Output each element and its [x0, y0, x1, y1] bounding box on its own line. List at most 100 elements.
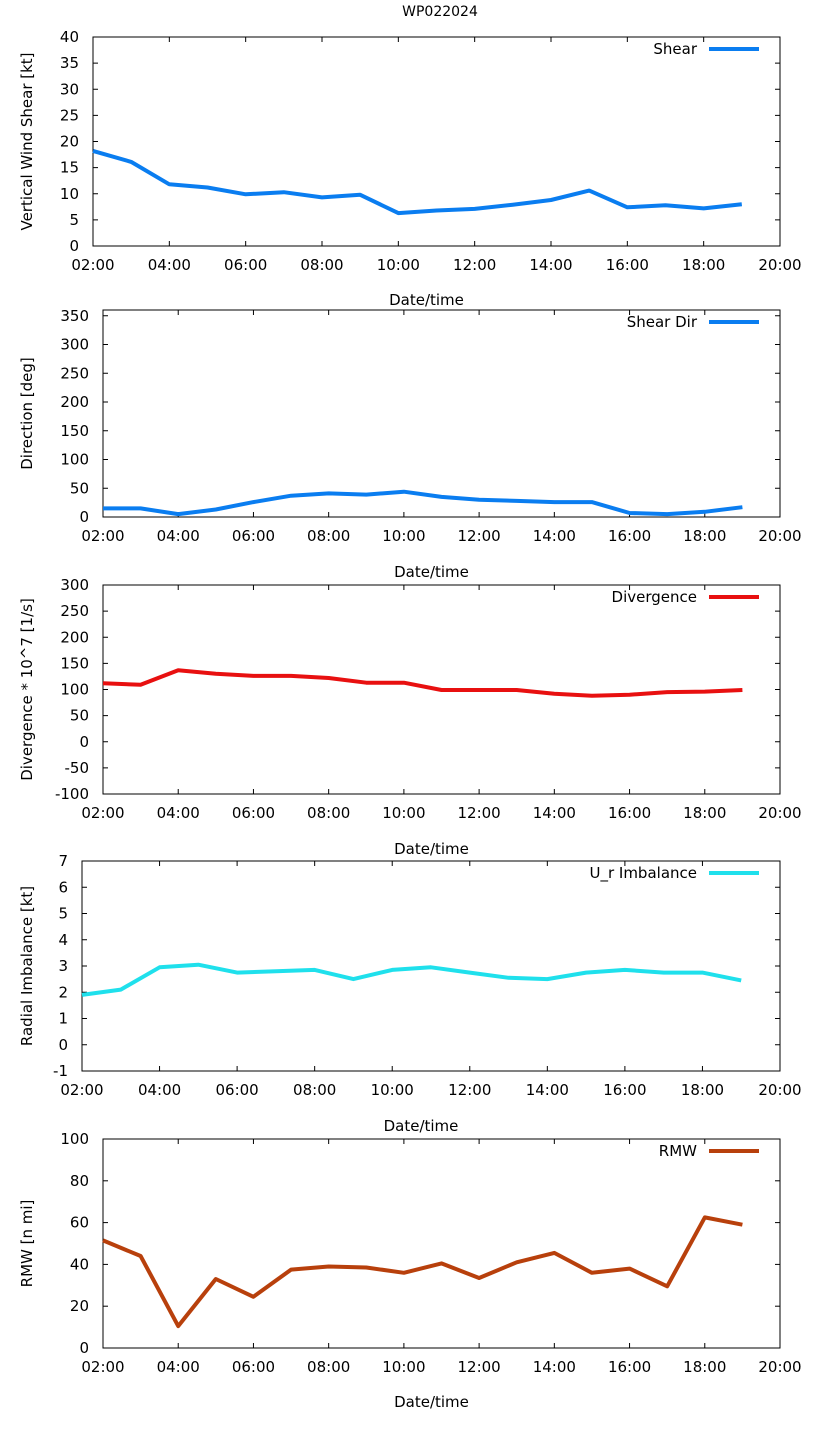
y-tick-label: 20	[60, 133, 79, 151]
x-tick-label: 06:00	[215, 1081, 258, 1099]
x-tick-label: 02:00	[81, 1358, 124, 1376]
plot-frame	[102, 309, 781, 518]
series-line-shear	[92, 148, 743, 216]
x-tick-label: 18:00	[682, 256, 725, 274]
y-tick-label: 40	[70, 1255, 89, 1273]
x-tick-label: 06:00	[232, 527, 275, 545]
x-tick-label: 12:00	[457, 527, 500, 545]
y-tick-label: 100	[60, 451, 89, 469]
y-tick-label: 40	[60, 28, 79, 46]
x-tick-label: 04:00	[157, 1358, 200, 1376]
x-axis-label: Date/time	[394, 1393, 469, 1411]
x-tick-label: 20:00	[758, 1358, 801, 1376]
y-tick-label: 35	[60, 54, 79, 72]
x-tick-label: 20:00	[758, 527, 801, 545]
y-tick-label: 50	[70, 707, 89, 725]
x-tick-label: 14:00	[533, 527, 576, 545]
x-tick-label: 10:00	[382, 527, 425, 545]
y-tick-label: 30	[60, 80, 79, 98]
x-tick-label: 14:00	[533, 1358, 576, 1376]
y-tick-label: 0	[79, 733, 89, 751]
x-tick-label: 06:00	[232, 804, 275, 822]
series-line-divergence	[102, 668, 743, 698]
x-tick-label: 16:00	[608, 804, 651, 822]
x-tick-label: 16:00	[608, 1358, 651, 1376]
y-tick-label: 20	[70, 1297, 89, 1315]
y-tick-label: 200	[60, 628, 89, 646]
y-tick-label: -50	[65, 759, 90, 777]
y-tick-label: 350	[60, 307, 89, 325]
y-tick-label: 250	[60, 602, 89, 620]
y-tick-label: 50	[70, 479, 89, 497]
x-tick-label: 02:00	[71, 256, 114, 274]
x-tick-label: 20:00	[758, 1081, 801, 1099]
chart-panel-4: 02:00 04:00 06:00 08:00 10:00 12:00 14:00 16:00…	[18, 852, 802, 1135]
y-tick-label: 6	[58, 878, 68, 896]
x-tick-label: 04:00	[148, 256, 191, 274]
x-tick-label: 14:00	[529, 256, 572, 274]
x-tick-label: 16:00	[603, 1081, 646, 1099]
y-tick-label: 2	[58, 983, 68, 1001]
x-tick-label: 10:00	[371, 1081, 414, 1099]
x-tick-label: 06:00	[232, 1358, 275, 1376]
y-tick-label: 150	[60, 422, 89, 440]
x-axis-label: Date/time	[394, 840, 469, 858]
series-line-shear-dir	[103, 489, 743, 517]
y-axis-label: RMW [n mi]	[18, 1200, 36, 1288]
x-axis-label: Date/time	[384, 1117, 459, 1135]
y-axis-label: Vertical Wind Shear [kt]	[18, 52, 36, 230]
x-tick-label: 04:00	[138, 1081, 181, 1099]
y-tick-label: 0	[79, 1339, 89, 1357]
x-tick-label: 14:00	[526, 1081, 569, 1099]
y-tick-label: 5	[69, 211, 79, 229]
y-tick-label: 300	[60, 576, 89, 594]
y-tick-label: 0	[58, 1036, 68, 1054]
y-tick-label: 250	[60, 364, 89, 382]
x-tick-label: 02:00	[81, 804, 124, 822]
page-title: WP022024	[402, 4, 478, 20]
plot-frame	[102, 1138, 781, 1349]
series-line-rmw	[102, 1215, 743, 1329]
x-tick-label: 12:00	[453, 256, 496, 274]
x-tick-label: 12:00	[457, 804, 500, 822]
y-tick-label: 5	[58, 905, 68, 923]
series-line-u-r-imbalance	[81, 962, 742, 997]
y-tick-label: 60	[70, 1214, 89, 1232]
y-tick-label: 100	[60, 1130, 89, 1148]
chart-panel-3: 02:00 04:00 06:00 08:00 10:00 12:00 14:00 16:00…	[18, 576, 802, 858]
x-tick-label: 08:00	[307, 527, 350, 545]
x-tick-label: 18:00	[681, 1081, 724, 1099]
x-tick-label: 10:00	[377, 256, 420, 274]
x-tick-label: 04:00	[157, 804, 200, 822]
x-tick-label: 12:00	[448, 1081, 491, 1099]
x-tick-label: 16:00	[608, 527, 651, 545]
legend-label: U_r Imbalance	[589, 864, 697, 883]
y-tick-label: 300	[60, 336, 89, 354]
x-tick-label: 08:00	[307, 804, 350, 822]
y-tick-label: 80	[70, 1172, 89, 1190]
x-tick-label: 04:00	[157, 527, 200, 545]
y-axis-label: Direction [deg]	[18, 357, 36, 470]
y-axis-label: Divergence * 10^7 [1/s]	[18, 598, 36, 781]
y-tick-label: 150	[60, 654, 89, 672]
x-tick-label: 10:00	[382, 804, 425, 822]
x-tick-label: 02:00	[60, 1081, 103, 1099]
y-tick-label: 4	[58, 931, 68, 949]
y-tick-label: 1	[58, 1010, 68, 1028]
chart-panel-2: 02:00 04:00 06:00 08:00 10:00 12:00 14:00 16:00…	[18, 307, 802, 581]
y-axis-label: Radial Imbalance [kt]	[18, 886, 36, 1046]
x-tick-label: 08:00	[300, 256, 343, 274]
x-tick-label: 18:00	[683, 527, 726, 545]
y-tick-label: 0	[79, 508, 89, 526]
chart-panel-5: 02:00 04:00 06:00 08:00 10:00 12:00 14:00 16:00…	[18, 1130, 802, 1411]
plot-frame	[92, 36, 781, 247]
x-tick-label: 20:00	[758, 804, 801, 822]
x-axis-label: Date/time	[389, 291, 464, 309]
y-tick-label: 25	[60, 106, 79, 124]
legend-label: Divergence	[612, 588, 697, 606]
chart-panel-1: 02:00 04:00 06:00 08:00 10:00 12:00 14:00 16:00…	[18, 28, 802, 309]
y-tick-label: 10	[60, 185, 79, 203]
y-tick-label: 15	[60, 159, 79, 177]
legend-label: RMW	[659, 1142, 697, 1160]
x-tick-label: 08:00	[293, 1081, 336, 1099]
